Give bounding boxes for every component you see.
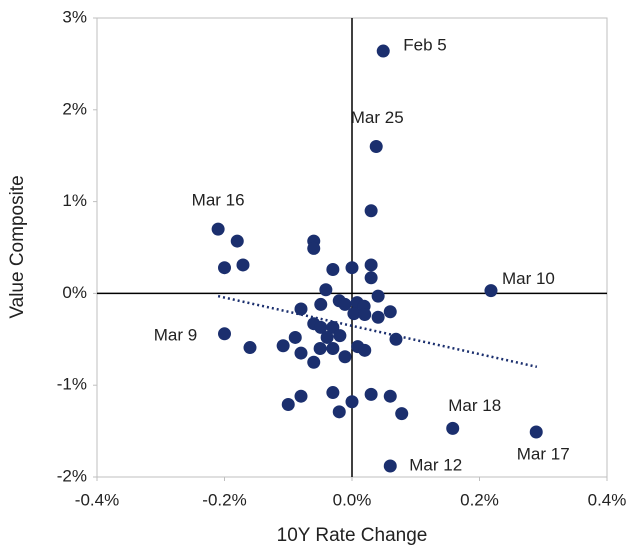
data-point: [294, 302, 308, 316]
data-point: [383, 305, 397, 319]
data-point: [371, 310, 385, 324]
data-point: [371, 289, 385, 303]
x-tick-label: 0.4%: [588, 490, 627, 509]
data-point: [383, 459, 397, 473]
data-point: [364, 258, 378, 272]
data-point: [294, 389, 308, 403]
y-tick-label: 0%: [62, 283, 87, 302]
x-axis-title: 10Y Rate Change: [277, 525, 428, 546]
data-point: [338, 350, 352, 364]
data-point: [345, 395, 359, 409]
data-point: [358, 308, 372, 322]
y-tick-label: 2%: [62, 99, 87, 118]
data-point: [376, 44, 390, 58]
data-point: [332, 405, 346, 419]
data-point: [364, 204, 378, 218]
trendline: [217, 294, 538, 369]
data-point: [333, 329, 347, 343]
y-tick-label: -1%: [57, 375, 87, 394]
data-point: [326, 341, 340, 355]
data-point: [369, 140, 383, 154]
annotation: Mar 25: [351, 108, 404, 127]
data-point: [218, 261, 231, 275]
data-point: [313, 341, 327, 355]
data-point: [446, 421, 460, 435]
data-point: [383, 389, 397, 403]
annotation: Mar 17: [517, 445, 570, 464]
y-tick-label: 3%: [62, 7, 87, 26]
x-tick-label: -0.4%: [75, 490, 119, 509]
annotation: Feb 5: [403, 36, 446, 55]
data-point: [389, 332, 403, 346]
data-point: [320, 330, 334, 344]
annotation: Mar 12: [409, 455, 462, 474]
y-tick-label: -2%: [57, 466, 87, 485]
data-point: [319, 283, 333, 297]
data-point: [218, 327, 231, 341]
data-point: [326, 263, 340, 277]
data-point: [326, 386, 340, 400]
x-tick-label: -0.2%: [202, 490, 246, 509]
data-point: [529, 425, 543, 439]
data-point: [314, 297, 328, 311]
data-point: [314, 320, 328, 334]
data-point: [358, 343, 372, 357]
data-point: [307, 355, 321, 369]
annotation: Mar 18: [448, 396, 501, 415]
data-point: [364, 271, 378, 285]
data-point: [211, 222, 225, 236]
data-point: [294, 346, 308, 360]
data-point: [347, 307, 361, 321]
data-point: [230, 234, 244, 248]
data-point: [484, 284, 498, 298]
data-point: [236, 258, 250, 272]
x-tick-label: 0.2%: [460, 490, 499, 509]
annotation: Mar 10: [502, 269, 555, 288]
data-point: [364, 387, 378, 401]
data-point: [307, 241, 321, 255]
data-point: [338, 297, 352, 311]
annotation: Mar 16: [192, 191, 245, 210]
data-point: [243, 341, 257, 355]
data-point: [276, 339, 290, 353]
y-tick-label: 1%: [62, 191, 87, 210]
y-axis-title: Value Composite: [7, 175, 28, 318]
data-point: [288, 330, 302, 344]
x-tick-label: 0.0%: [333, 490, 372, 509]
data-point: [281, 397, 295, 411]
data-point: [395, 407, 409, 421]
data-point: [345, 261, 359, 275]
annotation: Mar 9: [154, 325, 197, 344]
